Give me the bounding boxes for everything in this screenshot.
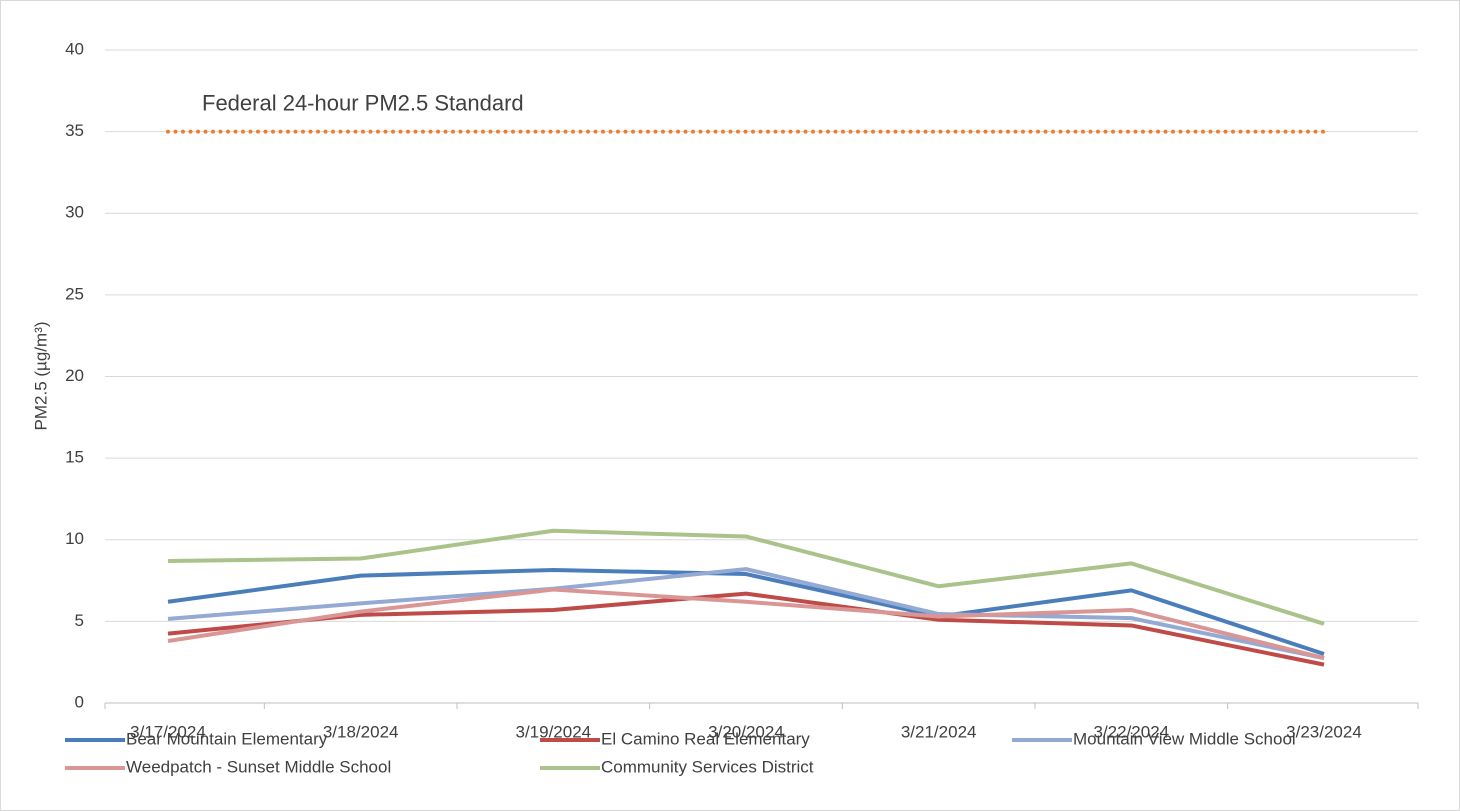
- reference-label: Federal 24-hour PM2.5 Standard: [202, 90, 524, 115]
- legend-label: Mountain View Middle School: [1073, 729, 1296, 748]
- series-line: [167, 567, 1325, 661]
- y-tick-label: 20: [65, 366, 84, 385]
- x-tick-label: 3/22/2024: [1094, 722, 1170, 741]
- legend-label: El Camino Real Elementary: [601, 729, 810, 748]
- y-tick-label: 30: [65, 203, 84, 222]
- x-tick-label: 3/18/2024: [323, 722, 399, 741]
- series-line: [167, 591, 1325, 667]
- y-tick-label: 40: [65, 39, 84, 58]
- x-tick-label: 3/21/2024: [901, 722, 977, 741]
- x-tick-label: 3/19/2024: [516, 722, 592, 741]
- y-tick-label: 25: [65, 284, 84, 303]
- legend-label: Weedpatch - Sunset Middle School: [126, 757, 391, 776]
- y-tick-label: 5: [75, 611, 84, 630]
- series-line: [167, 528, 1325, 626]
- x-tick-label: 3/23/2024: [1286, 722, 1362, 741]
- x-tick-label: 3/20/2024: [708, 722, 784, 741]
- y-axis-label: PM2.5 (µg/m³): [31, 322, 50, 431]
- y-tick-label: 0: [75, 692, 84, 711]
- legend-label: Community Services District: [601, 757, 814, 776]
- y-tick-label: 15: [65, 448, 84, 467]
- series-line: [167, 587, 1325, 661]
- x-tick-label: 3/17/2024: [130, 722, 206, 741]
- series-line: [167, 567, 1325, 656]
- y-tick-label: 35: [65, 121, 84, 140]
- y-tick-label: 10: [65, 529, 84, 548]
- legend-label: Bear Mountain Elementary: [126, 729, 328, 748]
